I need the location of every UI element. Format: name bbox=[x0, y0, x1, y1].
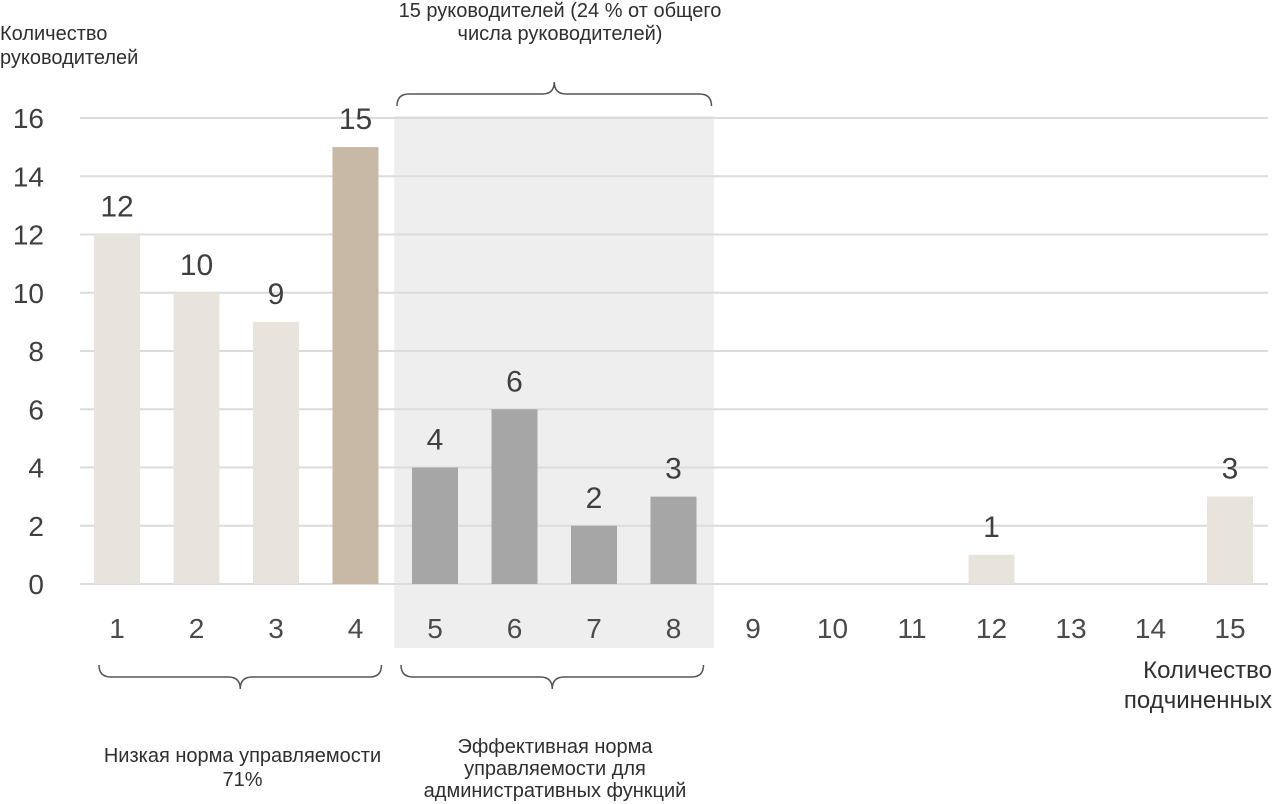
y-tick-label: 2 bbox=[28, 511, 44, 542]
bar bbox=[173, 292, 220, 584]
data-labels: 12 10 9 15 4 6 2 3 1 3 bbox=[100, 103, 1238, 544]
y-tick-label: 12 bbox=[13, 220, 44, 251]
x-tick-label: 10 bbox=[817, 613, 848, 644]
bar bbox=[412, 467, 458, 584]
x-tick-label: 5 bbox=[427, 613, 443, 644]
y-tick-labels: 0 2 4 6 8 10 12 14 16 bbox=[13, 103, 44, 600]
data-label: 6 bbox=[506, 365, 523, 398]
x-tick-label: 7 bbox=[586, 613, 602, 644]
x-tick-label: 2 bbox=[189, 613, 205, 644]
x-tick-label: 11 bbox=[897, 613, 926, 644]
data-label: 3 bbox=[665, 453, 682, 486]
data-label: 12 bbox=[100, 191, 133, 224]
y-axis-title: Количество руководителей bbox=[0, 23, 139, 69]
brace bbox=[98, 664, 383, 690]
y-tick-label: 16 bbox=[13, 103, 44, 134]
x-tick-label: 8 bbox=[666, 613, 682, 644]
data-label: 10 bbox=[180, 249, 213, 282]
bar bbox=[650, 496, 697, 584]
x-tick-label: 14 bbox=[1135, 613, 1166, 644]
bar bbox=[1207, 496, 1253, 584]
data-label: 2 bbox=[586, 482, 603, 515]
bar bbox=[571, 525, 617, 584]
x-tick-label: 12 bbox=[976, 613, 1007, 644]
x-tick-labels: 1 2 3 4 5 6 7 8 9 10 11 12 13 14 15 bbox=[109, 613, 1245, 644]
brace bbox=[400, 664, 705, 690]
x-tick-label: 3 bbox=[268, 613, 284, 644]
y-tick-label: 8 bbox=[28, 336, 44, 367]
bar bbox=[94, 234, 140, 584]
x-tick-label: 1 bbox=[109, 613, 125, 644]
y-tick-label: 4 bbox=[28, 453, 44, 484]
top-annotation: 15 руководителей (24 % от общего числа р… bbox=[398, 0, 722, 45]
y-tick-label: 14 bbox=[13, 161, 44, 192]
data-label: 1 bbox=[983, 511, 1000, 544]
bar bbox=[968, 554, 1015, 584]
x-tick-label: 13 bbox=[1055, 613, 1086, 644]
x-tick-label: 6 bbox=[507, 613, 523, 644]
data-label: 4 bbox=[427, 424, 444, 457]
x-tick-label: 15 bbox=[1214, 613, 1245, 644]
y-tick-label: 10 bbox=[13, 278, 44, 309]
data-label: 9 bbox=[268, 278, 285, 311]
data-label: 3 bbox=[1222, 453, 1239, 486]
x-axis-title: Количество подчиненных bbox=[1123, 657, 1272, 714]
effective-span-annotation: Эффективная норма управляемости для адми… bbox=[423, 736, 687, 802]
brace bbox=[396, 81, 713, 107]
x-tick-label: 9 bbox=[745, 613, 761, 644]
bars bbox=[94, 147, 1253, 584]
bar bbox=[253, 321, 299, 584]
bar bbox=[332, 147, 379, 584]
y-tick-label: 6 bbox=[28, 394, 44, 425]
data-label: 15 bbox=[339, 103, 372, 136]
low-span-annotation: Низкая норма управляемости 71% bbox=[103, 745, 382, 791]
x-tick-label: 4 bbox=[348, 613, 364, 644]
y-tick-label: 0 bbox=[28, 569, 44, 600]
braces bbox=[98, 81, 713, 690]
bar bbox=[491, 409, 538, 584]
